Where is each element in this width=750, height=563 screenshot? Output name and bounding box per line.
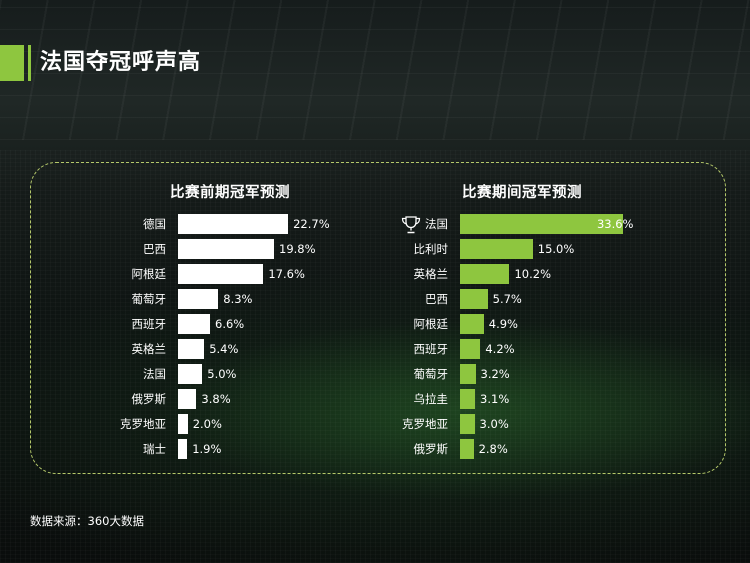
during-value-label: 5.7% — [492, 292, 522, 306]
before-value-label: 3.8% — [201, 392, 231, 406]
during-bar — [460, 314, 484, 334]
before-category-label: 俄罗斯 — [131, 392, 167, 406]
stadium-crowd — [0, 150, 750, 563]
before-bar — [178, 414, 188, 434]
before-category-label: 瑞士 — [143, 442, 166, 456]
before-category-label: 西班牙 — [131, 317, 167, 331]
before-category-label: 葡萄牙 — [131, 292, 167, 306]
before-value-label: 8.3% — [223, 292, 253, 306]
during-value-label: 33.6% — [596, 217, 634, 231]
before-value-label: 6.6% — [215, 317, 245, 331]
before-category-label: 英格兰 — [131, 342, 167, 356]
before-value-label: 5.4% — [209, 342, 239, 356]
stadium-roof — [0, 0, 750, 140]
during-bar — [460, 414, 475, 434]
title-accent-line — [28, 45, 31, 81]
during-bar — [460, 214, 623, 234]
before-bar — [178, 339, 205, 359]
before-bar — [178, 314, 210, 334]
title-accent-block — [0, 45, 24, 81]
during-value-label: 4.2% — [485, 342, 515, 356]
during-value-label: 3.0% — [479, 417, 509, 431]
during-value-label: 3.1% — [480, 392, 510, 406]
chart-title-during: 比赛期间冠军预测 — [462, 185, 582, 201]
before-value-label: 19.8% — [279, 242, 316, 256]
during-category-label: 俄罗斯 — [413, 442, 449, 456]
before-category-label: 法国 — [143, 367, 166, 381]
during-value-label: 15.0% — [537, 242, 575, 256]
during-category-label: 巴西 — [425, 292, 448, 306]
before-bar — [178, 439, 188, 459]
during-value-label: 2.8% — [478, 442, 508, 456]
during-category-label: 乌拉圭 — [413, 392, 449, 406]
trophy-icon — [401, 216, 421, 234]
before-bar — [178, 364, 203, 384]
chart-title-before: 比赛前期冠军预测 — [170, 185, 290, 201]
during-bar — [460, 264, 510, 284]
before-value-label: 17.6% — [268, 267, 305, 281]
during-category-label: 英格兰 — [413, 267, 449, 281]
page-title: 法国夺冠呼声高 — [40, 50, 202, 75]
during-category-label: 葡萄牙 — [413, 367, 449, 381]
during-bar — [460, 389, 476, 409]
during-bar — [460, 364, 476, 384]
before-bar — [178, 289, 219, 309]
before-value-label: 5.0% — [207, 367, 237, 381]
during-category-label: 比利时 — [413, 242, 449, 256]
before-category-label: 德国 — [143, 217, 166, 231]
before-value-label: 1.9% — [192, 442, 222, 456]
during-category-label: 法国 — [425, 217, 448, 231]
before-category-label: 阿根廷 — [131, 267, 167, 281]
during-category-label: 克罗地亚 — [402, 417, 448, 431]
during-bar — [460, 339, 481, 359]
before-category-label: 巴西 — [143, 242, 166, 256]
during-category-label: 阿根廷 — [413, 317, 449, 331]
before-bar — [178, 264, 264, 284]
data-source-note: 数据来源：360大数据 — [30, 514, 144, 528]
during-bar — [460, 239, 533, 259]
before-bar — [178, 389, 197, 409]
during-value-label: 4.9% — [488, 317, 518, 331]
before-value-label: 22.7% — [293, 217, 330, 231]
charts-frame — [30, 162, 726, 474]
before-category-label: 克罗地亚 — [120, 417, 166, 431]
before-bar — [178, 214, 289, 234]
before-bar — [178, 239, 275, 259]
before-value-label: 2.0% — [192, 417, 222, 431]
during-bar — [460, 439, 474, 459]
during-value-label: 3.2% — [480, 367, 510, 381]
during-bar — [460, 289, 488, 309]
during-category-label: 西班牙 — [413, 342, 449, 356]
during-value-label: 10.2% — [514, 267, 552, 281]
